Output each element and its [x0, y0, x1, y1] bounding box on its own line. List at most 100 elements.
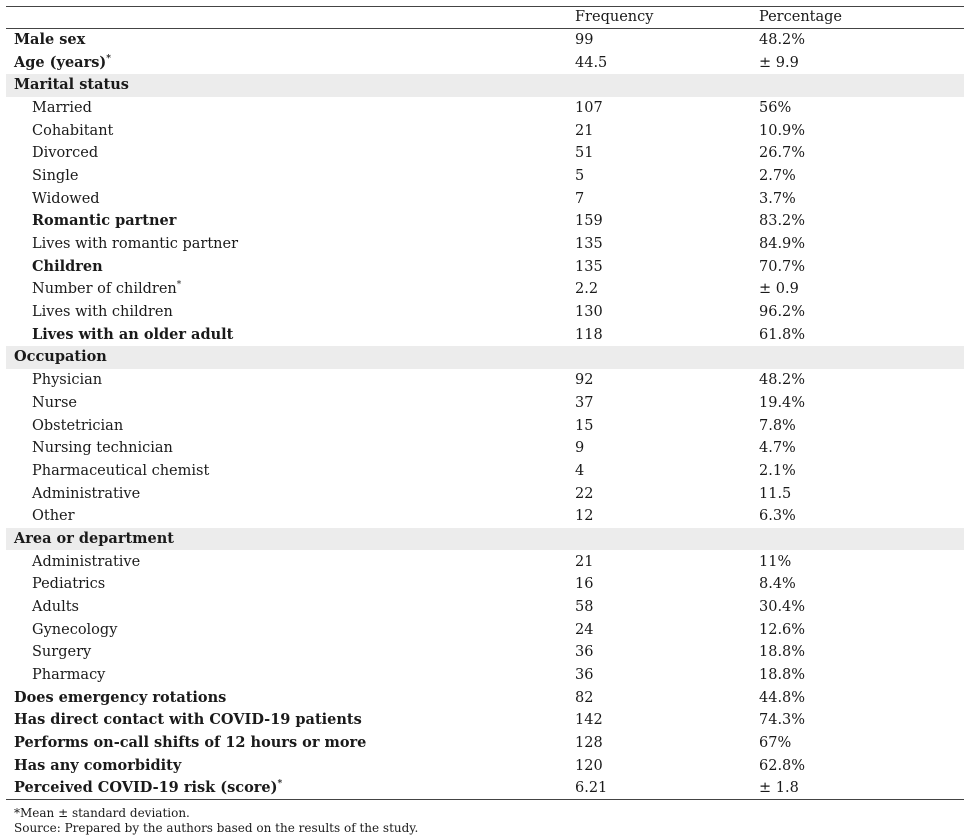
- percentage-cell: 26.7%: [759, 145, 806, 162]
- table-row: Physician 92 48.2%: [6, 369, 964, 392]
- frequency-cell: 118: [575, 326, 603, 343]
- frequency-cell: 21: [575, 122, 594, 139]
- frequency-cell: 22: [575, 485, 594, 502]
- footnote-marker: *: [176, 280, 182, 291]
- row-label: Perceived COVID-19 risk (score)*: [6, 777, 561, 801]
- frequency-cell: 128: [575, 735, 603, 752]
- footnote-marker: *: [277, 779, 283, 790]
- frequency-cell: 120: [575, 757, 603, 774]
- table-row: Administrative 21 11%: [6, 550, 964, 573]
- section-row: Marital status: [6, 73, 964, 97]
- table-row: Has direct contact with COVID-19 patient…: [6, 709, 964, 732]
- row-label: Other: [32, 508, 75, 525]
- frequency-cell: 142: [575, 712, 603, 729]
- percentage-cell: [754, 73, 964, 97]
- frequency-cell: 130: [575, 304, 603, 321]
- row-label: Area or department: [6, 527, 561, 551]
- percentage-cell: 10.9%: [759, 122, 806, 139]
- row-label: Children: [32, 257, 103, 275]
- frequency-cell: [561, 73, 754, 97]
- table-row: Other 12 6.3%: [6, 505, 964, 528]
- percentage-cell: 2.7%: [759, 167, 796, 184]
- row-label: Physician: [32, 372, 103, 389]
- percentage-cell: 70.7%: [759, 258, 806, 275]
- percentage-cell: 8.4%: [759, 576, 796, 593]
- table-row: Administrative 22 11.5: [6, 482, 964, 505]
- table-row: Male sex 99 48.2%: [6, 28, 964, 52]
- percentage-cell: 61.8%: [759, 326, 806, 343]
- percentage-cell: 67%: [759, 735, 792, 752]
- table-row: Married 107 56%: [6, 97, 964, 120]
- row-label: Administrative: [32, 485, 141, 502]
- percentage-cell: 48.2%: [759, 372, 806, 389]
- percentage-cell: 84.9%: [759, 236, 806, 253]
- percentage-cell: 18.8%: [759, 667, 806, 684]
- percentage-cell: 6.3%: [759, 508, 796, 525]
- percentage-cell: ± 0.9: [759, 281, 799, 298]
- frequency-cell: 4: [575, 462, 585, 479]
- frequency-cell: 6.21: [561, 777, 754, 801]
- table-row: Nurse 37 19.4%: [6, 392, 964, 415]
- table-row: Obstetrician 15 7.8%: [6, 414, 964, 437]
- row-label: Adults: [32, 599, 79, 616]
- row-label: Has any comorbidity: [14, 756, 182, 774]
- table-row: Divorced 51 26.7%: [6, 142, 964, 165]
- percentage-cell: 96.2%: [759, 304, 806, 321]
- frequency-cell: 44.5: [575, 54, 608, 71]
- row-label: Romantic partner: [32, 212, 177, 230]
- frequency-cell: 7: [575, 190, 585, 207]
- table-row: Lives with romantic partner 135 84.9%: [6, 233, 964, 256]
- percentage-cell: [754, 346, 964, 369]
- frequency-cell: 24: [575, 621, 594, 638]
- frequency-cell: 135: [575, 258, 603, 275]
- frequency-cell: 159: [575, 213, 603, 230]
- frequency-cell: [561, 527, 754, 551]
- row-label: Nurse: [32, 394, 77, 411]
- table-row: Pharmaceutical chemist 4 2.1%: [6, 460, 964, 483]
- frequency-cell: 16: [575, 576, 594, 593]
- data-table: Frequency Percentage Male sex 99 48.2% Age …: [6, 6, 964, 801]
- frequency-cell: 9: [575, 440, 585, 457]
- percentage-cell: 18.8%: [759, 644, 806, 661]
- table-row: Widowed 7 3.7%: [6, 187, 964, 210]
- table-row: Surgery 36 18.8%: [6, 641, 964, 664]
- percentage-cell: 83.2%: [759, 213, 806, 230]
- row-label: Lives with an older adult: [32, 325, 234, 343]
- frequency-cell: 36: [575, 644, 594, 661]
- table-row: Romantic partner 159 83.2%: [6, 210, 964, 233]
- table-row: Cohabitant 21 10.9%: [6, 119, 964, 142]
- header-label: [6, 6, 561, 29]
- table-row: Children 135 70.7%: [6, 255, 964, 278]
- table-row: Pharmacy 36 18.8%: [6, 664, 964, 687]
- percentage-cell: 56%: [759, 99, 792, 116]
- row-label: Age (years)*: [14, 53, 111, 71]
- table-row: Nursing technician 9 4.7%: [6, 437, 964, 460]
- frequency-cell: 82: [575, 689, 594, 706]
- table-row: Performs on-call shifts of 12 hours or m…: [6, 732, 964, 755]
- row-label: Number of children*: [32, 280, 182, 298]
- row-label: Pediatrics: [32, 576, 106, 593]
- percentage-cell: [754, 527, 964, 551]
- row-label: Occupation: [6, 346, 561, 369]
- table-row: Perceived COVID-19 risk (score)* 6.21 ± 1.…: [6, 777, 964, 801]
- percentage-cell: 7.8%: [759, 417, 796, 434]
- row-label: Administrative: [32, 553, 141, 570]
- row-label: Single: [32, 167, 79, 184]
- section-row: Occupation: [6, 346, 964, 369]
- frequency-cell: 12: [575, 508, 594, 525]
- frequency-cell: 36: [575, 667, 594, 684]
- header-percentage: Percentage: [754, 6, 964, 29]
- percentage-cell: 44.8%: [759, 689, 806, 706]
- frequency-cell: 99: [561, 28, 754, 52]
- row-label: Does emergency rotations: [14, 688, 227, 706]
- percentage-cell: 11.5: [759, 485, 792, 502]
- frequency-cell: 21: [575, 553, 594, 570]
- table-row: Lives with children 130 96.2%: [6, 301, 964, 324]
- row-label: Pharmaceutical chemist: [32, 462, 210, 479]
- row-label: Cohabitant: [32, 122, 114, 139]
- table-row: Does emergency rotations 82 44.8%: [6, 686, 964, 709]
- row-label: Nursing technician: [32, 440, 173, 457]
- percentage-cell: 11%: [759, 553, 792, 570]
- percentage-cell: 2.1%: [759, 462, 796, 479]
- row-label: Surgery: [32, 644, 92, 661]
